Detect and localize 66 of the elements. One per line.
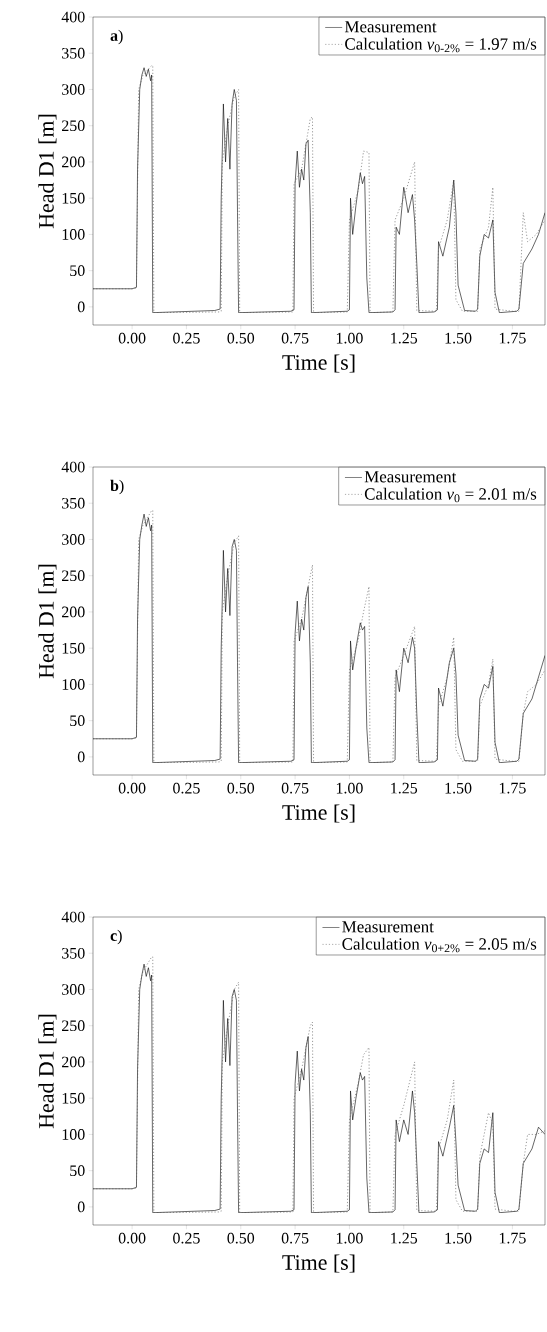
y-tick-label: 50 [70, 265, 85, 277]
legend-label: Measurement [344, 21, 437, 33]
x-tick-label: 0.25 [173, 782, 200, 794]
x-tick-label: 1.75 [499, 782, 526, 794]
y-tick-label: 300 [62, 84, 85, 95]
x-tick-label: 1.75 [499, 1232, 526, 1244]
x-tick-label: 1.75 [499, 332, 526, 344]
x-tick-label: 0.00 [118, 332, 146, 344]
y-tick-label: 400 [61, 11, 85, 23]
y-tick-label: 350 [62, 47, 85, 59]
y-tick-label: 250 [62, 570, 85, 582]
x-tick-label: 1.00 [336, 782, 363, 794]
legend-label: Calculation v$_{0+2%}$ = 2.05 m/s [342, 937, 537, 953]
y-tick-label: 150 [62, 1092, 85, 1104]
x-tick-label: 0.50 [227, 782, 255, 794]
y-tick-label: 150 [62, 642, 85, 654]
x-tick-label: 0.25 [173, 1232, 200, 1244]
x-tick-label: 1.50 [445, 332, 472, 344]
x-tick-label: 0.75 [281, 782, 309, 794]
y-tick-label: 350 [62, 497, 85, 509]
x-tick-label: 1.00 [336, 1232, 363, 1244]
y-axis-title: Head D1 [m] [38, 564, 57, 679]
x-tick-label: 0.50 [227, 332, 255, 344]
text: c) [110, 929, 122, 945]
legend-label: Calculation v$_{0-2%}$ = 1.97 m/s [345, 37, 537, 53]
y-tick-label: 50 [70, 1165, 85, 1177]
y-tick-label: 250 [62, 1020, 85, 1032]
x-tick-label: 0.75 [281, 332, 309, 344]
x-axis-title: Time [s] [282, 354, 355, 373]
y-tick-label: 150 [62, 192, 85, 204]
x-tick-label: 0.00 [118, 782, 146, 794]
y-tick-label: 50 [70, 715, 85, 727]
y-tick-label: 0 [77, 301, 85, 313]
y-tick-label: 100 [62, 229, 85, 240]
x-tick-label: 0.75 [281, 1232, 309, 1244]
x-tick-label: 1.25 [391, 1232, 418, 1244]
x-tick-label: 1.50 [445, 782, 472, 794]
y-tick-label: 300 [62, 984, 85, 995]
y-tick-label: 250 [62, 120, 85, 132]
y-tick-label: 0 [77, 751, 85, 763]
y-tick-label: 0 [77, 1201, 85, 1213]
x-tick-label: 0.25 [173, 332, 200, 344]
text: a) [110, 29, 123, 45]
y-tick-label: 350 [62, 947, 85, 959]
y-tick-label: 400 [61, 461, 85, 473]
x-tick-label: 0.50 [227, 1232, 255, 1244]
y-tick-label: 400 [61, 911, 85, 923]
x-tick-label: 1.25 [391, 332, 418, 344]
x-axis-title: Time [s] [282, 1254, 355, 1273]
x-tick-label: 1.00 [336, 332, 363, 344]
y-tick-label: 100 [62, 679, 85, 690]
y-axis-title: Head D1 [m] [38, 114, 57, 229]
legend-label: Measurement [364, 471, 457, 483]
y-tick-label: 200 [62, 1056, 85, 1068]
y-axis-title: Head D1 [m] [38, 1014, 57, 1129]
text: b) [110, 479, 124, 495]
x-tick-label: 1.50 [445, 1232, 472, 1244]
y-tick-label: 100 [62, 1129, 85, 1140]
y-tick-label: 300 [62, 534, 85, 545]
y-tick-label: 200 [62, 606, 85, 618]
x-tick-label: 0.00 [118, 1232, 146, 1244]
legend-label: Calculation v$_{0}$ = 2.01 m/s [364, 487, 537, 503]
x-tick-label: 1.25 [391, 782, 418, 794]
x-axis-title: Time [s] [282, 804, 355, 823]
legend-label: Measurement [342, 921, 434, 933]
y-tick-label: 200 [62, 156, 85, 168]
